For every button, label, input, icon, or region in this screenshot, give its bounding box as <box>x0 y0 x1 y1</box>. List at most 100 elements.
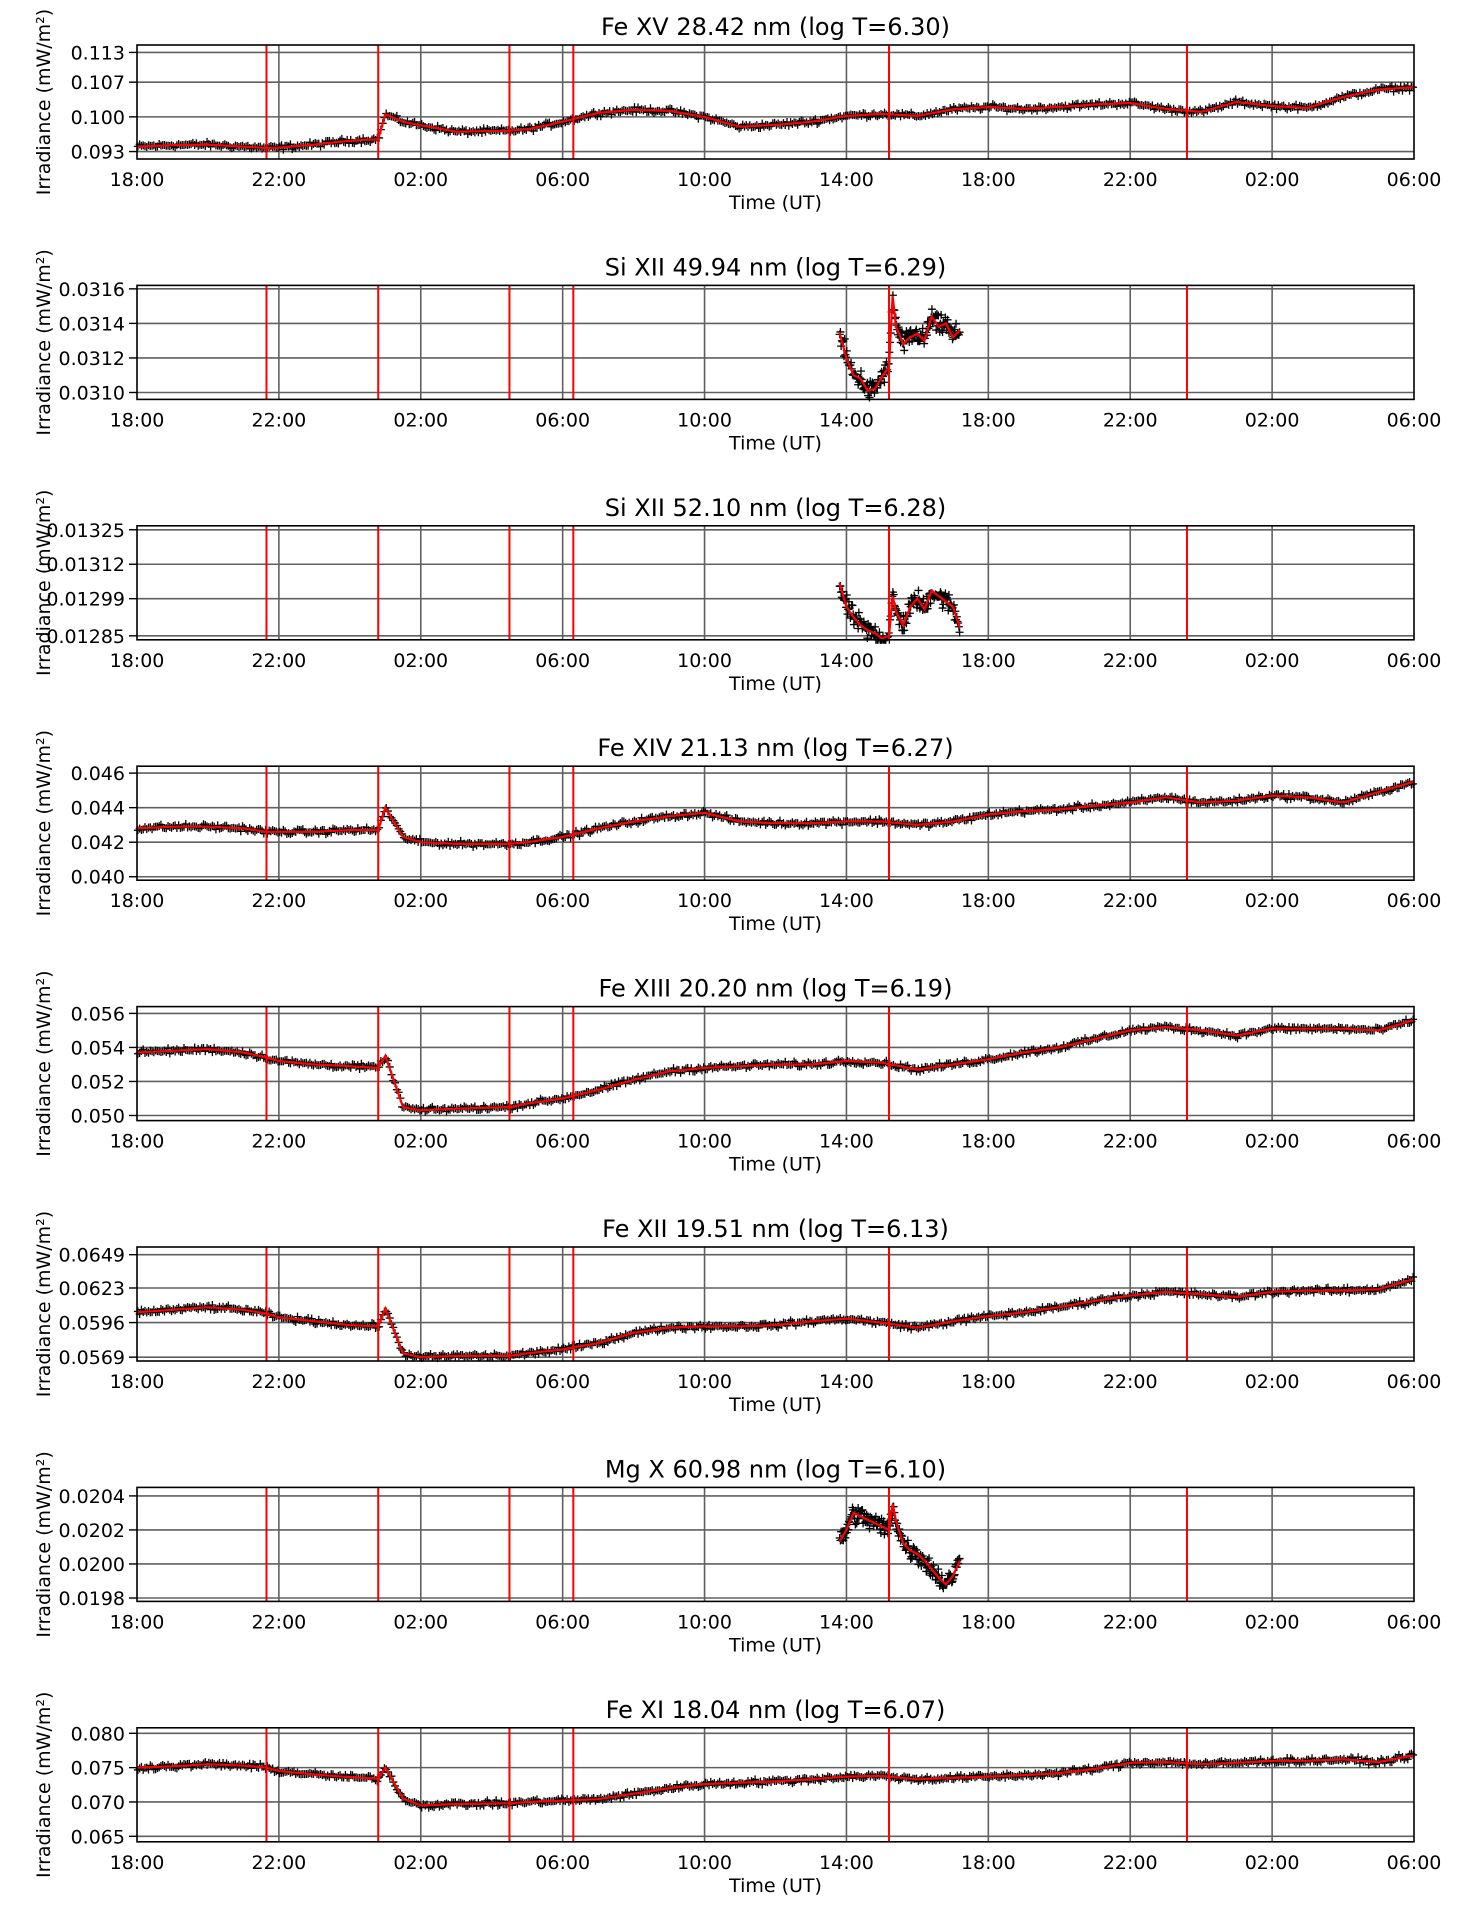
x-tick-label: 22:00 <box>1103 890 1158 912</box>
data-point <box>927 305 936 314</box>
data-point <box>955 628 964 637</box>
x-axis-label: Time (UT) <box>728 1634 822 1656</box>
data-point <box>914 586 923 595</box>
y-tick-label: 0.0316 <box>59 279 125 301</box>
y-tick-label: 0.0596 <box>59 1313 125 1335</box>
x-tick-label: 10:00 <box>677 1371 732 1393</box>
x-tick-label: 06:00 <box>1387 650 1442 672</box>
y-tick-label: 0.040 <box>71 867 125 889</box>
panel-3: Si XII 52.10 nm (log T=6.28) 18:00 22:00 02… <box>33 490 1441 695</box>
data-point <box>854 608 863 617</box>
x-tick-label: 02:00 <box>1245 1611 1300 1633</box>
y-tick-label: 0.0314 <box>59 313 125 335</box>
data-point <box>900 346 909 355</box>
x-tick-label: 06:00 <box>1387 1131 1442 1153</box>
y-tick-label: 0.01325 <box>46 520 125 542</box>
data-point <box>1327 1288 1336 1297</box>
panel-title: Si XII 52.10 nm (log T=6.28) <box>605 494 946 522</box>
x-tick-label: 06:00 <box>535 650 590 672</box>
x-tick-label: 18:00 <box>110 890 165 912</box>
panel-title: Fe XV 28.42 nm (log T=6.30) <box>601 13 950 41</box>
data-point <box>943 315 952 324</box>
x-tick-label: 22:00 <box>252 1371 307 1393</box>
x-tick-label: 18:00 <box>961 1611 1016 1633</box>
x-tick-label: 14:00 <box>819 1131 874 1153</box>
x-tick-label: 02:00 <box>1245 1852 1300 1874</box>
x-tick-label: 18:00 <box>110 169 165 191</box>
data-point <box>936 588 945 597</box>
x-tick-label: 06:00 <box>535 1131 590 1153</box>
plot-frame <box>136 284 1415 401</box>
x-tick-label: 02:00 <box>393 1131 448 1153</box>
data-point <box>912 325 921 334</box>
data-point <box>932 309 941 318</box>
y-tick-label: 0.0310 <box>59 382 125 404</box>
fit-line <box>838 295 961 393</box>
data-point <box>201 141 210 150</box>
data-point <box>871 622 880 631</box>
data-point <box>856 367 865 376</box>
x-tick-label: 06:00 <box>1387 409 1442 431</box>
panel-2: Si XII 49.94 nm (log T=6.29) 18:00 22:00 02… <box>33 249 1441 454</box>
data-point <box>944 590 953 599</box>
y-tick-label: 0.0312 <box>59 348 125 370</box>
panel-title: Fe XIV 21.13 nm (log T=6.27) <box>597 734 953 762</box>
data-point <box>151 1046 160 1055</box>
x-tick-label: 18:00 <box>961 169 1016 191</box>
plot-frame <box>136 524 1415 641</box>
x-tick-label: 18:00 <box>961 890 1016 912</box>
y-tick-label: 0.042 <box>71 832 125 854</box>
plot-frame <box>136 1486 1415 1603</box>
plot-frame <box>136 1727 1415 1843</box>
x-tick-label: 22:00 <box>252 650 307 672</box>
y-axis-label: Irradiance (mW/m²) <box>33 490 55 676</box>
fit-line <box>136 1754 1415 1807</box>
fit-line <box>136 1277 1415 1359</box>
x-tick-label: 10:00 <box>677 169 732 191</box>
data-point <box>944 606 953 615</box>
data-point <box>490 1102 499 1111</box>
y-tick-label: 0.052 <box>71 1071 125 1093</box>
y-tick-label: 0.107 <box>71 72 125 94</box>
panel-7: Mg X 60.98 nm (log T=6.10) 18:00 22:00 02:0… <box>33 1451 1441 1656</box>
y-tick-label: 0.0649 <box>59 1245 125 1267</box>
x-tick-label: 14:00 <box>819 169 874 191</box>
x-tick-label: 22:00 <box>1103 650 1158 672</box>
data-point <box>802 817 811 826</box>
x-tick-label: 14:00 <box>819 650 874 672</box>
x-tick-label: 10:00 <box>677 1852 732 1874</box>
data-point <box>797 820 806 829</box>
panel-4: Fe XIV 21.13 nm (log T=6.27) 18:00 22:00 02… <box>33 730 1441 935</box>
x-tick-label: 18:00 <box>110 1611 165 1633</box>
panel-6: Fe XII 19.51 nm (log T=6.13) 18:00 22:00 02… <box>33 1211 1441 1416</box>
x-tick-label: 18:00 <box>110 409 165 431</box>
x-tick-label: 14:00 <box>819 1371 874 1393</box>
x-tick-label: 22:00 <box>1103 409 1158 431</box>
y-tick-label: 0.01285 <box>46 626 125 648</box>
data-point <box>1033 804 1042 813</box>
y-tick-label: 0.050 <box>71 1105 125 1127</box>
x-tick-label: 06:00 <box>535 890 590 912</box>
data-point <box>1336 1287 1345 1296</box>
data-point <box>1049 104 1058 113</box>
y-tick-label: 0.0569 <box>59 1347 125 1369</box>
data-points <box>835 291 964 402</box>
x-axis-label: Time (UT) <box>728 1875 822 1897</box>
x-tick-label: 10:00 <box>677 890 732 912</box>
x-tick-label: 22:00 <box>252 890 307 912</box>
x-tick-label: 06:00 <box>535 169 590 191</box>
fit-line <box>136 780 1415 845</box>
x-tick-label: 22:00 <box>1103 169 1158 191</box>
y-tick-label: 0.0202 <box>59 1520 125 1542</box>
x-tick-label: 14:00 <box>819 1852 874 1874</box>
x-tick-label: 10:00 <box>677 409 732 431</box>
data-point <box>195 824 204 833</box>
data-point <box>1251 795 1260 804</box>
x-tick-label: 06:00 <box>1387 1852 1442 1874</box>
data-point <box>222 1303 231 1312</box>
data-point <box>880 378 889 387</box>
y-tick-label: 0.113 <box>71 42 125 64</box>
panel-title: Si XII 49.94 nm (log T=6.29) <box>605 253 946 281</box>
x-tick-label: 10:00 <box>677 1611 732 1633</box>
x-tick-label: 14:00 <box>819 890 874 912</box>
